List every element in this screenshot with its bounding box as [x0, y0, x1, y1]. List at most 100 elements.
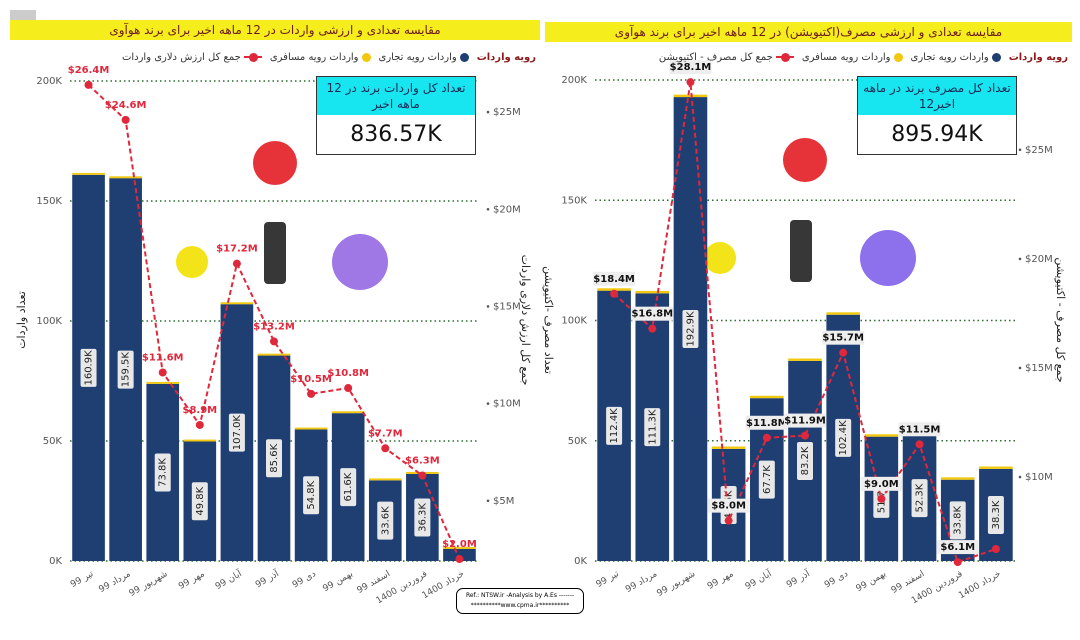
legend-label: واردات رویه مسافری [801, 52, 891, 63]
line-point [455, 555, 464, 564]
line-point [307, 389, 316, 398]
footer: Ref.: NTSW.ir -Analysis by A.Es ------- … [456, 588, 584, 614]
y2-tick [486, 499, 490, 503]
x-tick-label: آذر 99 [784, 567, 812, 590]
bar [257, 353, 291, 356]
line-value-label: $11.9M [784, 416, 826, 427]
line-label-bg [784, 413, 826, 428]
value-label: 38.3K [991, 500, 1002, 529]
line-value-label: $24.6M [105, 100, 147, 111]
y2-tick [1018, 366, 1022, 370]
y2-tick-label: $20M [1025, 254, 1053, 265]
value-label: 33.8K [953, 506, 964, 535]
line-value-label: $9.0M [864, 479, 899, 490]
value-label: 33.6K [380, 506, 391, 535]
line-value-label: $13.2M [253, 321, 295, 332]
value-label-bg [682, 310, 699, 349]
bar [183, 439, 217, 442]
legend-marker [243, 53, 262, 62]
value-label-bg [191, 482, 208, 521]
bar [788, 358, 822, 361]
line-point [915, 440, 924, 449]
value-label-bg [414, 498, 431, 537]
x-tick-label: مرداد 99 [624, 569, 659, 595]
bar [109, 176, 142, 179]
legend-label: جمع کل مصرف - اکتیویشن [658, 52, 773, 63]
bar [443, 547, 476, 549]
chart-title: مقایسه تعدادی و ارزشی مصرف(اکتیویشن) در … [545, 22, 1072, 42]
kpi-card: تعداد کل مصرف برند در ماهه اخیر12 895.94K [857, 76, 1017, 155]
y2-tick-label: $20M [493, 204, 521, 215]
line-value-label: $28.1M [670, 62, 712, 73]
line-label-bg [860, 476, 903, 491]
value-label: 61.6K [343, 472, 354, 501]
y-axis-title: تعداد واردات [15, 291, 28, 349]
y-tick-label: 0K [574, 556, 587, 567]
legend-marker [775, 53, 794, 62]
legend-item: جمع کل مصرف - اکتیویشن [659, 52, 794, 63]
bar [294, 427, 328, 430]
x-tick-label: آذر 99 [253, 567, 281, 590]
line-point [418, 471, 427, 480]
y2-tick [486, 402, 490, 405]
line-point [195, 420, 204, 429]
line-value-label: $18.4M [593, 274, 635, 285]
y-tick-label: 200K [36, 76, 62, 87]
footer-line: **********www.cpma.ir********** [470, 602, 570, 609]
y-tick-label: 150K [561, 195, 587, 206]
line-point [991, 545, 1000, 554]
y-tick-label: 100K [36, 316, 62, 327]
line-point [839, 348, 848, 357]
y2-tick [1018, 148, 1022, 152]
line-value-label: $15.7M [822, 333, 864, 344]
value-label-bg [606, 406, 623, 445]
value-label: 54.8K [306, 480, 317, 509]
bar [673, 94, 708, 98]
bar [331, 411, 365, 414]
kpi-value: 895.94K [891, 122, 983, 147]
legend-label: واردات رویه تجاری [378, 52, 457, 63]
x-tick-label: شهریور 99 [655, 569, 697, 599]
bar [940, 477, 975, 480]
legend-marker [459, 53, 469, 62]
y2-tick-label: $25M [493, 107, 521, 118]
bar [443, 549, 476, 561]
value-label-bg [154, 453, 171, 492]
line-point [953, 558, 962, 567]
y2-tick [1018, 475, 1022, 479]
line-label-bg [822, 330, 865, 345]
y2-tick-label: $10M [1025, 472, 1053, 483]
x-tick-label: تیر 99 [69, 569, 96, 590]
line-point [801, 431, 809, 440]
value-label: 160.9K [84, 350, 95, 386]
value-label: 73.8K [158, 458, 169, 487]
line-value-label: $16.8M [631, 309, 673, 320]
line-value-label: $6.3M [405, 455, 440, 466]
bar [72, 172, 105, 175]
line-value-label: $17.2M [216, 244, 258, 255]
y2-tick [486, 207, 490, 211]
legend-marker [991, 53, 1001, 62]
line [613, 82, 997, 564]
line-value-label: $7.7M [368, 428, 403, 439]
value-label-bg [644, 408, 661, 447]
line-label-bg [593, 271, 636, 286]
value-label-bg [377, 501, 394, 540]
bar [368, 478, 402, 481]
logo [176, 138, 916, 290]
legend-marker [893, 53, 903, 62]
line-label-bg [745, 415, 788, 430]
x-tick-label: آبان 99 [213, 567, 244, 592]
legend-item: واردات رویه مسافری [802, 52, 903, 63]
y-tick-label: 100K [561, 316, 587, 327]
legend-item: واردات رویه مسافری [270, 52, 371, 63]
line-value-label: $10.8M [327, 368, 369, 379]
value-label: 159.5K [121, 352, 132, 388]
value-label: 49.8K [195, 486, 206, 515]
line-value-label: $11.8M [746, 418, 788, 429]
value-label-bg [987, 495, 1004, 534]
line-point [344, 384, 353, 393]
kpi-card: تعداد کل واردات برند در 12 ماهه اخیر 836.… [316, 76, 476, 155]
bar [146, 381, 180, 384]
value-label: 83.2K [800, 446, 811, 475]
